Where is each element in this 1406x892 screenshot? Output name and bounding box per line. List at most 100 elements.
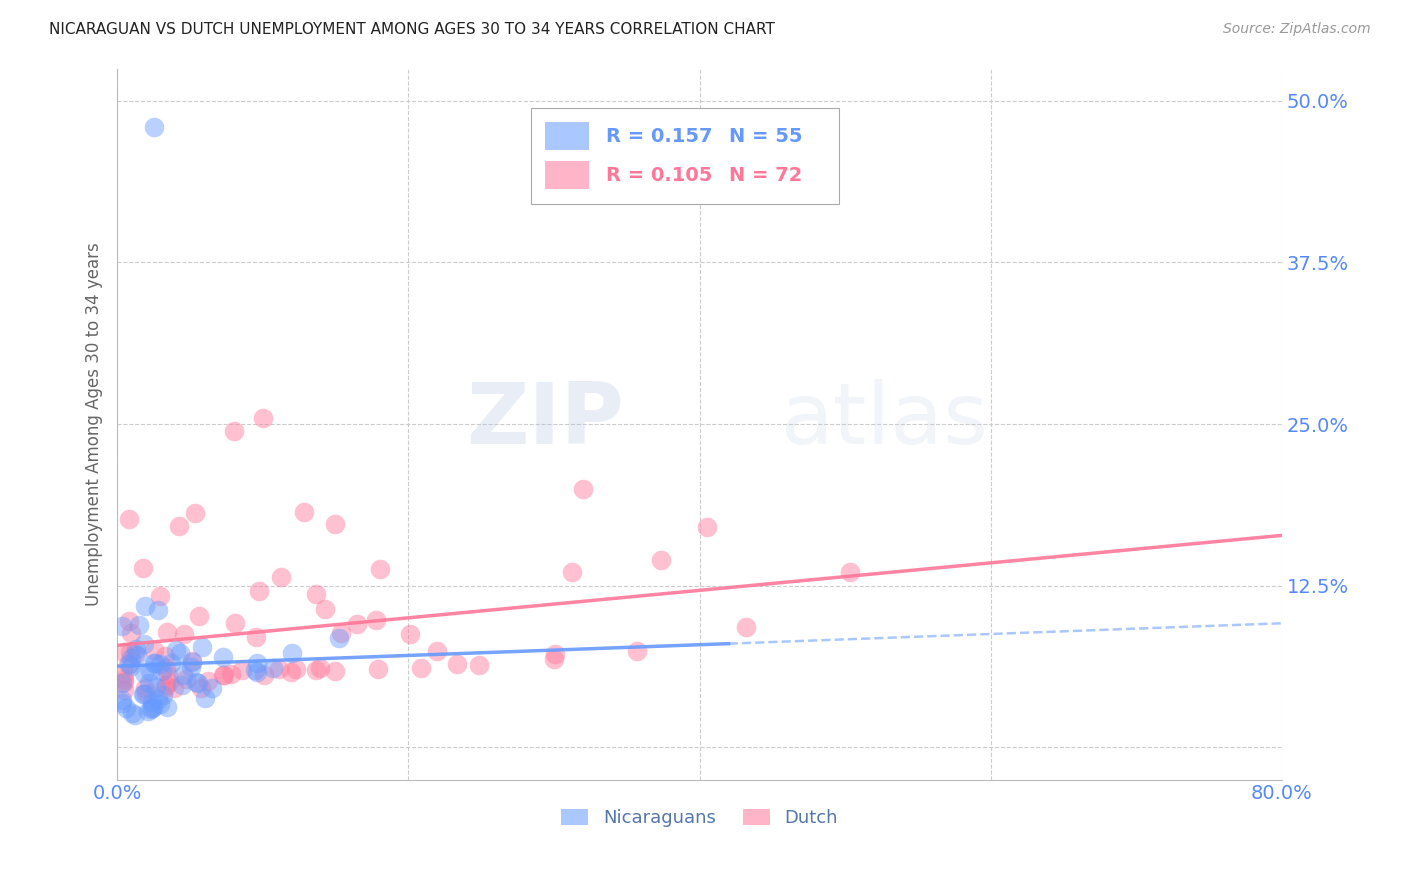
Point xyxy=(118,512,141,526)
Point xyxy=(110,676,132,690)
Point xyxy=(159,657,181,671)
Point xyxy=(650,553,672,567)
Point xyxy=(114,672,136,686)
Point xyxy=(285,662,308,676)
Text: N = 72: N = 72 xyxy=(728,166,801,185)
Text: ZIP: ZIP xyxy=(465,379,624,462)
Point xyxy=(292,505,315,519)
Point xyxy=(183,506,205,520)
Point xyxy=(136,704,159,718)
Point xyxy=(165,643,187,657)
FancyBboxPatch shape xyxy=(544,161,589,189)
Point xyxy=(281,647,304,661)
Point xyxy=(124,647,146,661)
Point xyxy=(734,620,756,634)
Point xyxy=(222,424,245,438)
Point xyxy=(446,657,468,672)
Point xyxy=(131,687,153,701)
Point xyxy=(329,626,352,640)
Point xyxy=(191,640,214,654)
Point xyxy=(346,617,368,632)
Point xyxy=(114,700,136,714)
Point xyxy=(156,624,179,639)
Point xyxy=(155,678,177,692)
Point xyxy=(243,664,266,678)
Point xyxy=(184,675,207,690)
Point xyxy=(167,519,190,533)
Point xyxy=(173,626,195,640)
Point xyxy=(110,619,132,633)
Point xyxy=(201,681,224,695)
Text: N = 55: N = 55 xyxy=(728,127,803,145)
Point xyxy=(135,686,157,700)
Point xyxy=(114,666,136,681)
Point xyxy=(181,655,204,669)
Point xyxy=(142,657,165,671)
Point xyxy=(212,668,235,682)
Point xyxy=(157,668,180,682)
Point xyxy=(110,693,132,707)
Point xyxy=(149,657,172,671)
Point xyxy=(280,665,302,679)
Point xyxy=(153,681,176,695)
Point xyxy=(468,658,491,673)
Point xyxy=(180,654,202,668)
Point xyxy=(156,699,179,714)
Point xyxy=(544,647,567,661)
Point xyxy=(305,587,328,601)
Point xyxy=(142,120,165,134)
Point xyxy=(143,643,166,657)
Point xyxy=(141,700,163,714)
Point xyxy=(120,659,142,673)
Point xyxy=(118,657,141,672)
Point xyxy=(305,663,328,677)
Point xyxy=(125,642,148,657)
Point xyxy=(245,630,267,644)
Point xyxy=(114,674,136,689)
Point xyxy=(153,649,176,664)
Point xyxy=(308,661,330,675)
Point xyxy=(409,661,432,675)
Point xyxy=(247,584,270,599)
Point xyxy=(124,707,146,722)
Point xyxy=(139,702,162,716)
Point xyxy=(120,651,142,665)
Point xyxy=(212,649,235,664)
Point xyxy=(146,603,169,617)
Point xyxy=(426,643,449,657)
Point xyxy=(368,562,391,576)
Point xyxy=(252,410,274,425)
Point xyxy=(626,643,648,657)
Point xyxy=(187,675,209,690)
Point xyxy=(221,666,243,681)
Point xyxy=(121,706,143,720)
Point xyxy=(149,589,172,603)
Point xyxy=(169,646,191,660)
FancyBboxPatch shape xyxy=(544,122,589,150)
Point xyxy=(118,614,141,628)
Point xyxy=(114,683,136,698)
Point xyxy=(132,637,155,651)
Point xyxy=(134,599,156,613)
Point xyxy=(142,699,165,714)
Point xyxy=(253,668,276,682)
Text: Source: ZipAtlas.com: Source: ZipAtlas.com xyxy=(1223,22,1371,37)
Point xyxy=(194,690,217,705)
Point xyxy=(197,673,219,688)
Point xyxy=(187,608,209,623)
Point xyxy=(839,565,862,579)
Point xyxy=(174,672,197,686)
Y-axis label: Unemployment Among Ages 30 to 34 years: Unemployment Among Ages 30 to 34 years xyxy=(86,243,103,606)
Point xyxy=(246,665,269,679)
Point xyxy=(117,657,139,671)
Point xyxy=(157,674,180,689)
Point xyxy=(328,631,350,645)
Point xyxy=(323,665,346,679)
Point xyxy=(143,656,166,670)
Point xyxy=(146,691,169,706)
Point xyxy=(314,602,336,616)
Point xyxy=(262,661,284,675)
Point xyxy=(246,657,269,671)
Point xyxy=(180,660,202,674)
Point xyxy=(572,482,595,496)
